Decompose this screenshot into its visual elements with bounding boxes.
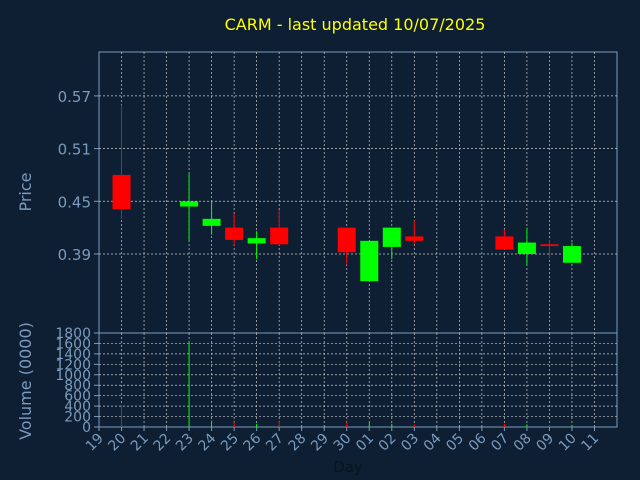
price-tick-label: 0.39 [58,246,91,264]
volume-tick-label: 1000 [55,368,91,384]
candle-body [225,227,244,240]
candle-body [562,246,581,263]
chart-title: CARM - last updated 10/07/2025 [225,15,486,34]
volume-tick-label: 1200 [55,357,91,373]
candle-body [202,218,221,226]
volume-tick-label: 200 [64,410,91,426]
volume-tick-label: 1400 [55,347,91,363]
candle-body [247,238,266,244]
candle-body [180,201,199,207]
candle-body [382,227,401,247]
volume-tick-label: 600 [64,389,91,405]
candle-body [270,227,289,245]
volume-tick-label: 1600 [55,336,91,352]
price-tick-label: 0.51 [58,141,91,159]
price-plot-frame [98,51,618,334]
volume-tick-label: 1800 [55,326,91,342]
candle-body [517,242,536,254]
volume-tick-label: 0 [82,420,91,436]
candle-body [112,174,131,210]
volume-plot-frame [98,332,618,428]
volume-tick-label: 800 [64,378,91,394]
candle-body [495,236,514,250]
price-axis-label: Price [16,172,35,211]
candle-body [405,236,424,241]
candle-body [540,244,559,247]
price-panel: 0.57 0.51 0.45 0.39 [58,51,618,334]
volume-axis-label: Volume (0000) [16,322,35,440]
volume-tick-label: 400 [64,399,91,415]
price-tick-label: 0.57 [58,88,91,106]
candle-body [360,240,379,282]
price-tick-label: 0.45 [58,193,91,211]
candle-body [337,227,356,253]
x-axis-label: Day [333,458,363,476]
